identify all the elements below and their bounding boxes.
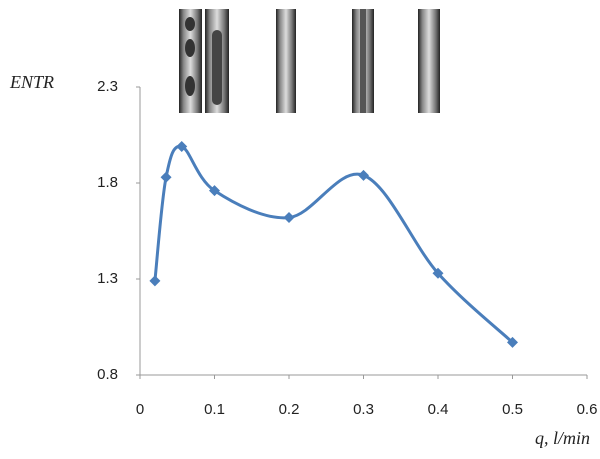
flow-photos (179, 9, 440, 113)
series-line (153, 144, 514, 344)
data-point (358, 169, 369, 181)
y-tick-label: 1.3 (97, 270, 118, 287)
data-point (209, 185, 220, 197)
y-tick-label: 0.8 (97, 366, 118, 383)
data-point (176, 141, 188, 153)
x-tick-label: 0.3 (353, 401, 374, 418)
data-point (283, 212, 295, 224)
data-point (149, 275, 161, 287)
y-tick-label: 2.3 (97, 78, 118, 95)
data-point (160, 171, 172, 183)
x-tick-label: 0 (136, 401, 144, 418)
data-point (507, 336, 518, 348)
x-tick-label: 0.5 (502, 401, 523, 418)
x-tick-label: 0.1 (204, 401, 225, 418)
y-tick-label: 1.8 (97, 174, 118, 191)
x-tick-label: 0.2 (279, 401, 300, 418)
x-axis-label: q, l/min (535, 428, 590, 448)
x-tick-label: 0.4 (428, 401, 449, 418)
x-tick-label: 0.6 (577, 401, 598, 418)
data-point (432, 267, 444, 279)
y-axis-label: ENTR (9, 72, 54, 92)
